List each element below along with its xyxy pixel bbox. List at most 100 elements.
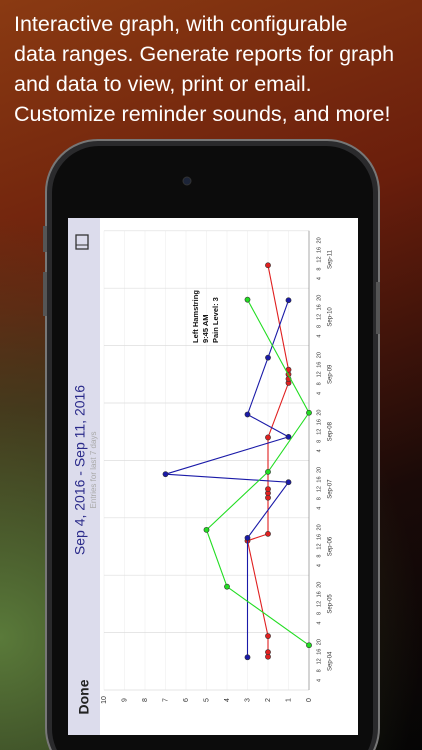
side-button (43, 272, 47, 316)
hour-tick-label: 8 (316, 497, 322, 500)
data-point (244, 654, 251, 661)
hour-tick-label: 4 (316, 277, 322, 280)
done-button[interactable]: Done (76, 679, 92, 714)
hour-tick-label: 4 (316, 622, 322, 625)
data-point (265, 486, 271, 493)
hour-tick-label: 16 (316, 362, 322, 368)
data-point (265, 530, 271, 537)
hour-tick-label: 16 (316, 649, 322, 655)
hour-tick-label: 4 (316, 392, 322, 395)
data-point (265, 354, 271, 361)
data-point (306, 642, 312, 649)
hour-tick-label: 16 (316, 534, 322, 540)
hour-tick-label: 16 (316, 247, 322, 253)
date-label: Sep-08 (328, 421, 334, 441)
hour-tick-label: 20 (316, 467, 322, 473)
hour-tick-label: 20 (316, 352, 322, 358)
data-point (265, 434, 271, 441)
date-label: Sep-07 (328, 479, 334, 499)
hour-tick-label: 16 (316, 304, 322, 310)
value-tick-label: 2 (265, 698, 272, 702)
screen (68, 218, 358, 735)
caption-line: Interactive graph, with configurable (14, 12, 348, 36)
hour-tick-label: 16 (316, 476, 322, 482)
data-point (224, 583, 230, 590)
hour-tick-label: 12 (316, 256, 322, 262)
hour-tick-label: 12 (316, 543, 322, 549)
hour-tick-label: 12 (316, 371, 322, 377)
hour-tick-label: 20 (316, 582, 322, 588)
value-tick-label: 1 (285, 698, 292, 702)
annotation: Pain Level: 3 (211, 297, 220, 343)
hour-tick-label: 20 (316, 237, 322, 243)
data-point (306, 409, 312, 416)
value-tick-label: 5 (203, 698, 210, 702)
date-range-subtitle: Entries for last 7 days (89, 432, 98, 509)
value-tick-label: 10 (101, 696, 108, 704)
data-point (162, 471, 169, 478)
series-line (165, 300, 290, 658)
hour-tick-label: 4 (316, 449, 322, 452)
data-point (285, 297, 292, 304)
series-line (205, 299, 310, 646)
side-button (43, 226, 47, 252)
hour-tick-label: 8 (316, 440, 322, 443)
value-tick-label: 7 (162, 698, 169, 702)
hour-tick-label: 8 (316, 555, 322, 558)
date-range-title: Sep 4, 2016 - Sep 11, 2016 (72, 385, 88, 555)
hour-tick-label: 16 (316, 591, 322, 597)
hour-tick-label: 4 (316, 564, 322, 567)
data-point (285, 433, 292, 440)
data-point (285, 479, 292, 486)
hour-tick-label: 16 (316, 419, 322, 425)
data-point (265, 649, 271, 656)
hour-tick-label: 12 (316, 314, 322, 320)
hour-tick-label: 8 (316, 612, 322, 615)
hour-tick-label: 4 (316, 507, 322, 510)
hour-tick-label: 12 (316, 486, 322, 492)
hour-tick-label: 20 (316, 295, 322, 301)
data-point (244, 534, 251, 541)
hour-tick-label: 12 (316, 429, 322, 435)
annotation: Left Hamstring (191, 290, 200, 343)
hour-tick-label: 4 (316, 335, 322, 338)
caption-line: and data to view, print or email. (14, 72, 312, 96)
landscape-view: Done Sep 4, 2016 - Sep 11, 2016 Entries … (68, 218, 334, 735)
date-label: Sep-04 (328, 651, 334, 671)
value-tick-label: 0 (306, 698, 313, 702)
date-label: Sep-11 (328, 249, 334, 269)
data-point (265, 262, 271, 269)
hour-tick-label: 12 (316, 658, 322, 664)
caption-line: data ranges. Generate reports for graph (14, 42, 395, 66)
date-label: Sep-10 (328, 307, 334, 327)
hour-tick-label: 20 (316, 524, 322, 530)
sidebar (68, 218, 100, 735)
data-point (265, 633, 271, 639)
data-point (244, 411, 251, 418)
hour-tick-label: 20 (316, 410, 322, 416)
hour-tick-label: 8 (316, 325, 322, 328)
hour-tick-label: 8 (316, 669, 322, 672)
value-tick-label: 4 (224, 698, 231, 702)
camera (182, 176, 192, 186)
value-tick-label: 9 (121, 698, 128, 702)
value-tick-label: 3 (244, 698, 251, 702)
data-point (265, 468, 271, 475)
value-tick-label: 8 (142, 698, 149, 702)
annotation: 9:45 AM (201, 315, 210, 343)
hour-tick-label: 8 (316, 382, 322, 385)
date-label: Sep-06 (328, 536, 334, 556)
book-icon (75, 234, 89, 250)
data-point (244, 296, 251, 303)
hour-tick-label: 4 (316, 679, 322, 682)
caption-line: Customize reminder sounds, and more! (14, 102, 391, 126)
value-tick-label: 6 (183, 698, 190, 702)
hour-tick-label: 8 (316, 268, 322, 271)
side-button (376, 282, 380, 334)
data-point (203, 526, 210, 533)
hour-tick-label: 20 (316, 639, 322, 645)
date-label: Sep-09 (328, 364, 334, 384)
hour-tick-label: 12 (316, 601, 322, 607)
